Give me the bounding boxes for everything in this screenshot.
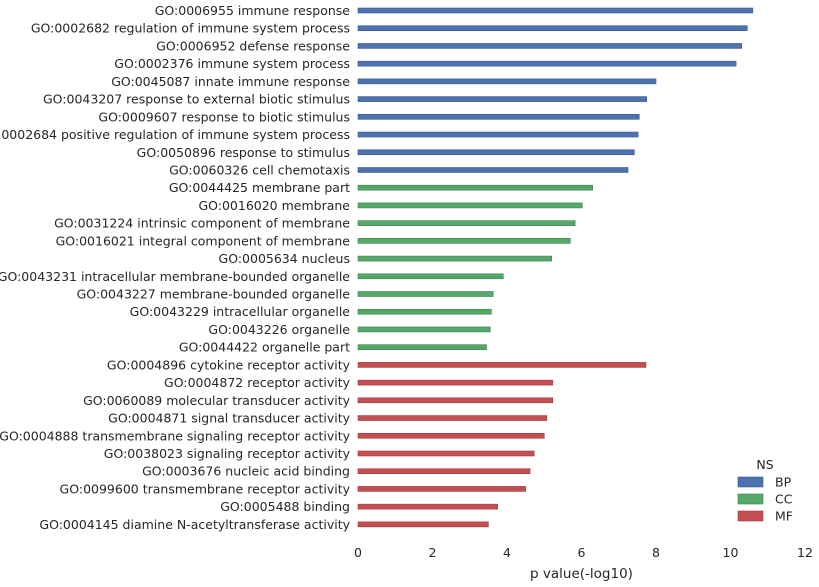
category-label-5: GO:0043207 response to external biotic s… [43,92,350,107]
category-label-17: GO:0043229 intracellular organelle [130,304,351,319]
category-label-9: GO:0060326 cell chemotaxis [169,162,350,177]
category-label-26: GO:0003676 nucleic acid binding [142,464,350,479]
legend: NS BP CC MF [737,457,793,524]
bar-11 [357,202,583,209]
legend-title: NS [756,457,773,472]
bar-24 [357,432,545,439]
category-label-12: GO:0031224 intrinsic component of membra… [54,216,350,231]
bar-16 [357,291,494,297]
bar-26 [357,468,531,475]
bar-27 [357,486,526,492]
legend-label-bp: BP [775,475,792,490]
legend-swatch-bp [737,476,764,488]
x-tick-label-3: 6 [578,545,586,560]
category-label-19: GO:0044422 organelle part [179,340,350,355]
x-tick-label-0: 0 [354,545,362,560]
bar-4 [357,78,657,85]
x-tick-label-4: 8 [652,545,660,560]
bar-1 [357,25,748,32]
bar-29 [357,521,489,528]
bar-2 [357,43,742,49]
bar-23 [357,415,548,421]
category-label-4: GO:0045087 innate immune response [111,74,350,89]
category-label-15: GO:0043231 intracellular membrane-bounde… [0,269,350,284]
category-label-0: GO:0006955 immune response [155,3,351,18]
bar-6 [357,114,640,120]
bar-3 [357,60,737,67]
category-label-16: GO:0043227 membrane-bounded organelle [77,287,351,302]
category-label-29: GO:0004145 diamine N-acetyltransferase a… [39,517,350,532]
category-label-22: GO:0060089 molecular transducer activity [83,393,351,408]
legend-label-cc: CC [775,492,793,507]
x-axis-title: p value(-log10) [530,566,633,582]
category-label-11: GO:0016020 membrane [198,198,350,213]
bar-17 [357,308,492,315]
bar-0 [357,7,754,14]
category-label-21: GO:0004872 receptor activity [164,375,351,390]
bar-5 [357,96,647,102]
category-label-24: GO:0004888 transmembrane signaling recep… [0,428,351,443]
category-labels: GO:0006955 immune response GO:0002682 reg… [0,3,351,532]
bar-22 [357,397,554,404]
legend-swatch-mf [737,510,764,522]
bar-15 [357,273,504,280]
bar-8 [357,149,635,156]
bar-12 [357,220,576,226]
bar-19 [357,344,487,350]
x-tick-label-6: 12 [797,545,813,560]
bar-14 [357,255,552,262]
category-label-3: GO:0002376 immune system process [114,56,350,71]
category-label-23: GO:0004871 signal transducer activity [108,411,350,426]
category-label-6: GO:0009607 response to biotic stimulus [98,109,350,124]
bar-21 [357,379,554,386]
category-label-18: GO:0043226 organelle [208,322,350,337]
bar-28 [357,503,498,510]
category-label-13: GO:0016021 integral component of membran… [56,233,351,248]
bar-9 [357,167,629,173]
x-axis-ticks: 0 2 4 6 8 10 12 [354,545,813,560]
category-label-14: GO:0005634 nucleus [219,251,350,266]
legend-swatch-cc [737,493,764,505]
bar-10 [357,184,593,191]
category-label-7: GO:0002684 positive regulation of immune… [0,127,350,142]
x-tick-label-5: 10 [723,545,739,560]
category-label-1: GO:0002682 regulation of immune system p… [31,21,350,36]
category-label-8: GO:0050896 response to stimulus [137,145,350,160]
x-tick-label-2: 4 [503,545,511,560]
category-label-28: GO:0005488 binding [220,499,350,514]
bar-25 [357,450,535,457]
bars-layer [357,7,754,528]
bar-7 [357,131,639,138]
bar-20 [357,362,647,368]
bar-13 [357,238,571,244]
category-label-27: GO:0099600 transmembrane receptor activi… [60,481,351,496]
category-label-25: GO:0038023 signaling receptor activity [104,446,351,461]
legend-label-mf: MF [775,509,793,524]
category-label-20: GO:0004896 cytokine receptor activity [107,357,351,372]
bar-18 [357,326,491,333]
category-label-2: GO:0006952 defense response [156,38,350,53]
category-label-10: GO:0044425 membrane part [169,180,350,195]
x-tick-label-1: 2 [429,545,437,560]
